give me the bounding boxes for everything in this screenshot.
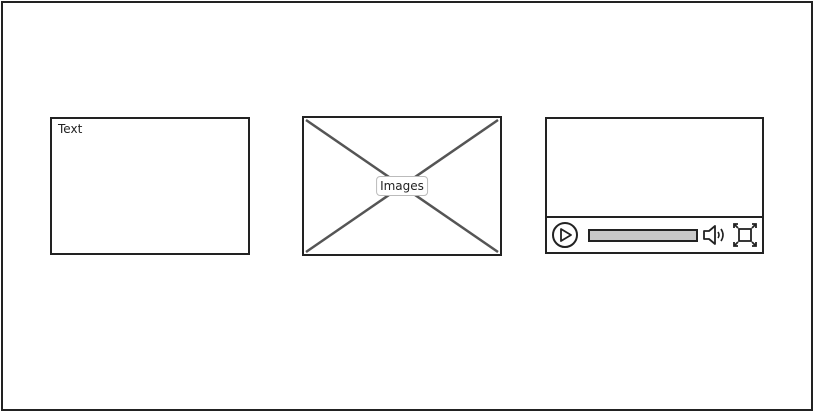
play-button[interactable] bbox=[551, 221, 579, 249]
image-label: Images bbox=[376, 176, 428, 196]
play-icon bbox=[552, 222, 578, 248]
fullscreen-button[interactable] bbox=[733, 223, 757, 247]
fullscreen-icon bbox=[733, 223, 757, 247]
image-placeholder[interactable]: Images bbox=[302, 116, 502, 256]
volume-button[interactable] bbox=[702, 223, 728, 247]
video-player[interactable] bbox=[545, 117, 764, 254]
progress-bar[interactable] bbox=[588, 229, 698, 242]
video-screen[interactable] bbox=[547, 119, 762, 220]
text-box[interactable]: Text bbox=[50, 117, 250, 255]
text-label: Text bbox=[58, 122, 83, 136]
volume-icon bbox=[703, 225, 724, 245]
video-controls bbox=[547, 216, 762, 252]
